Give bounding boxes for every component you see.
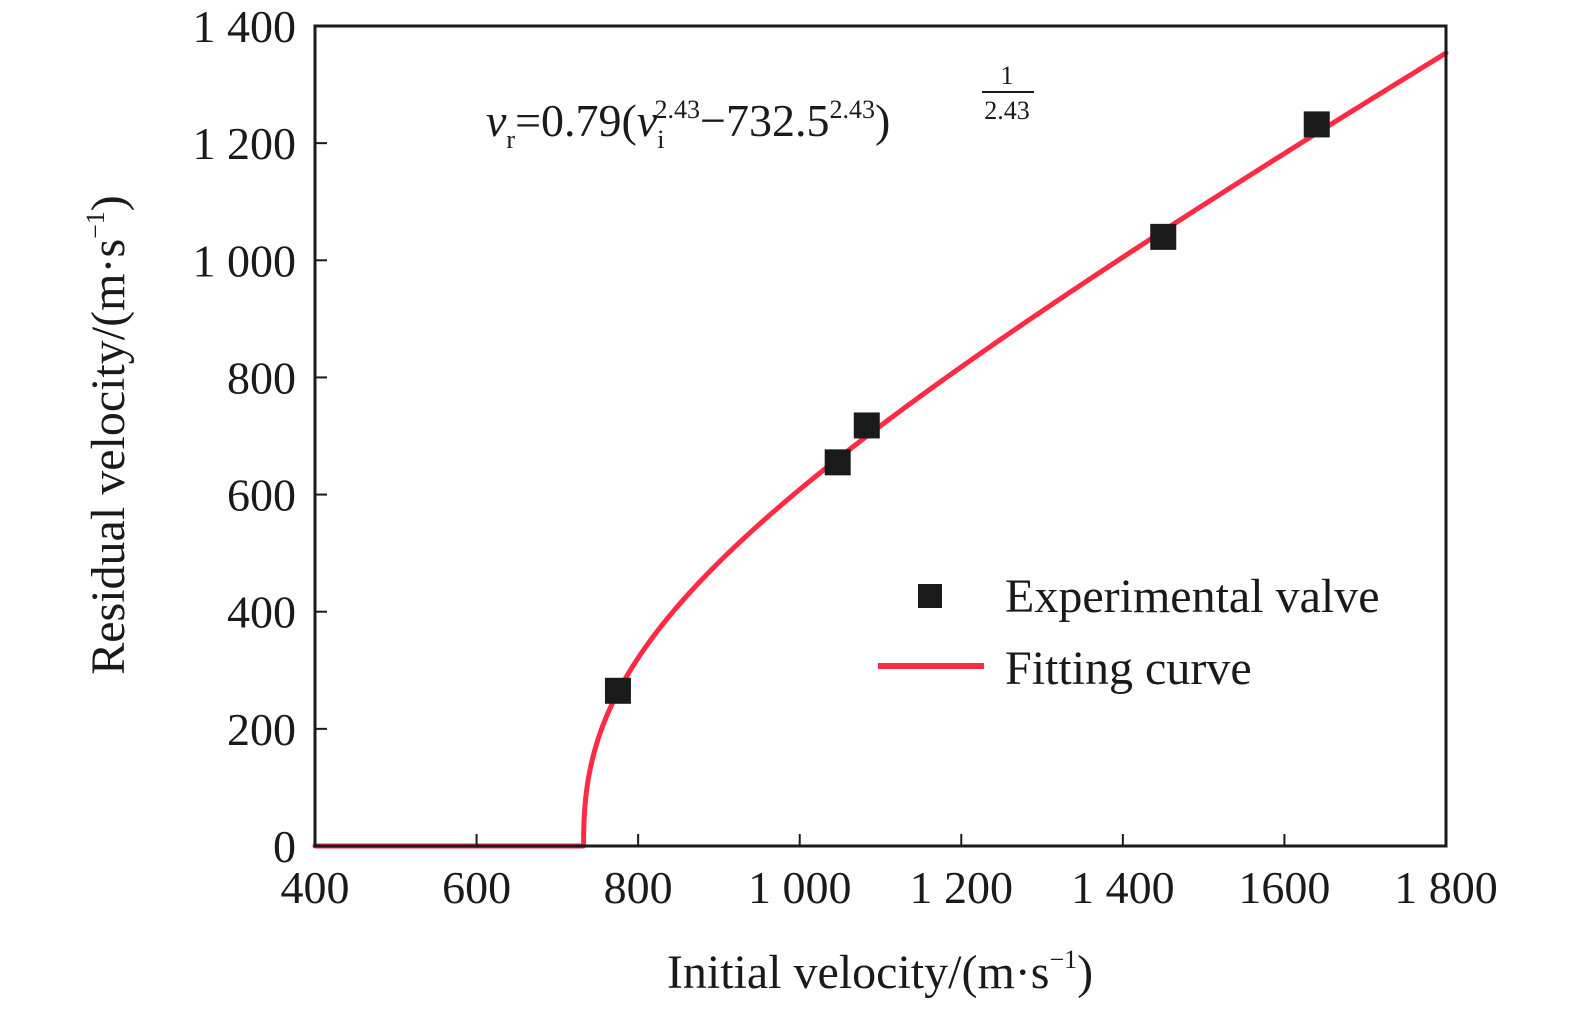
x-tick-label: 1 800 (1394, 862, 1498, 913)
x-tick-label: 1 200 (910, 862, 1014, 913)
legend: Experimental valve Fitting curve (878, 570, 1380, 695)
x-tick-label: 1 000 (748, 862, 852, 913)
marker-layer (604, 111, 1330, 704)
x-axis-title-close: ) (1077, 946, 1093, 999)
y-axis-title: Residual velocity/(m·s−1) (81, 195, 135, 675)
y-tick-label: 400 (227, 587, 296, 638)
y-tick-label: 1 200 (193, 118, 297, 169)
x-axis-title: Initial velocity/(m·s−1) (667, 945, 1093, 999)
y-tick-label: 1 000 (193, 235, 297, 286)
experimental-point (853, 412, 880, 439)
x-axis-title-text: Initial velocity/(m·s (667, 946, 1050, 999)
eq-sub-r: r (506, 125, 515, 154)
experimental-point (1150, 223, 1177, 250)
y-tick-label: 0 (273, 821, 296, 872)
experimental-point (604, 677, 631, 704)
x-tick-label: 1600 (1238, 862, 1330, 913)
legend-marker-square (918, 584, 942, 608)
x-tick-label: 800 (604, 862, 673, 913)
x-tick-label: 1 400 (1071, 862, 1175, 913)
eq-main: =0.79( (515, 95, 637, 146)
x-axis: 400 600 800 1 000 1 200 1 400 1600 1 800 (281, 834, 1498, 913)
eq-exponent-numerator: 1 (1001, 61, 1014, 90)
y-axis-title-exponent: −1 (81, 211, 110, 239)
y-axis-title-text: Residual velocity/(m·s (82, 239, 135, 675)
eq-close: ) (875, 95, 890, 146)
fitting-curve-line (312, 50, 1449, 849)
y-axis: 0 200 400 600 800 1 000 1 200 1 400 (193, 1, 327, 872)
y-tick-label: 200 (227, 704, 296, 755)
x-tick-label: 400 (281, 862, 350, 913)
experimental-point (1303, 111, 1330, 138)
eq-minus: −732.5 (700, 95, 829, 146)
plot-frame (313, 24, 1448, 848)
y-tick-label: 600 (227, 470, 296, 521)
x-axis-title-exponent: −1 (1049, 945, 1077, 974)
eq-sub-i: i (657, 125, 664, 154)
eq-v: v (486, 95, 507, 146)
eq-sup-2: 2.43 (829, 95, 875, 124)
y-axis-title-close: ) (82, 195, 135, 211)
curve-layer (312, 50, 1449, 849)
legend-label-fitting: Fitting curve (1005, 642, 1252, 695)
eq-v-i: v (637, 95, 658, 146)
fit-equation: vr=0.79(vi2.43−732.52.43) (486, 95, 890, 154)
legend-label-experimental: Experimental valve (1005, 570, 1380, 623)
eq-sup-1: 2.43 (655, 95, 701, 124)
eq-exponent-denominator: 2.43 (984, 96, 1030, 125)
experimental-point (824, 449, 851, 476)
y-tick-label: 1 400 (193, 1, 297, 52)
y-tick-label: 800 (227, 352, 296, 403)
x-tick-label: 600 (442, 862, 511, 913)
